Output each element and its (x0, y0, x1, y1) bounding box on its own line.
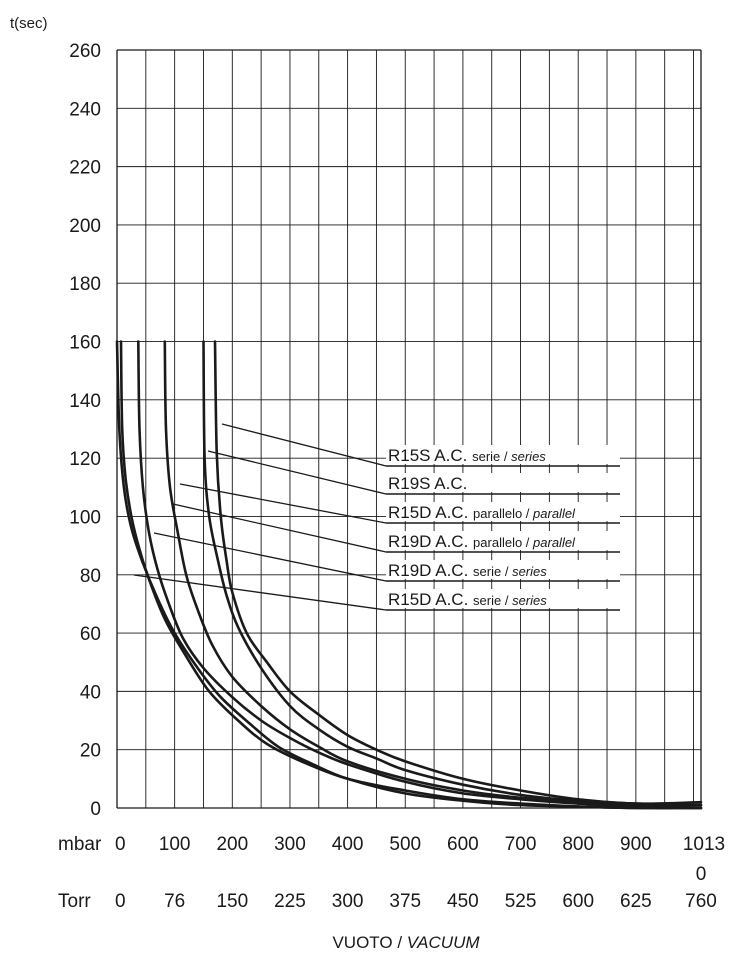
legend-series-suffix: serie / (473, 564, 512, 579)
legend-leader-line (153, 532, 387, 582)
y-tick-label: 200 (69, 216, 101, 237)
y-tick-label: 120 (69, 449, 101, 470)
legend-entry: R19D A.C. serie / series (388, 561, 547, 580)
y-tick-label: 20 (80, 741, 101, 762)
legend-series-name: R15D A.C. (388, 590, 473, 609)
legend-leader-line (179, 483, 387, 524)
legend-series-suffix: parallelo / (473, 535, 533, 550)
x-tick-mbar: 900 (620, 834, 652, 855)
legend-entry: R15D A.C. serie / series (388, 590, 547, 609)
legend-entry: R15D A.C. parallelo / parallel (388, 503, 576, 522)
x-tick-mbar: 500 (389, 834, 421, 855)
legend-series-suffix: serie / (473, 593, 512, 608)
y-tick-label: 160 (69, 333, 101, 354)
y-tick-label: 0 (90, 799, 101, 820)
x-tick-mbar: 400 (332, 834, 364, 855)
x-tick-torr: 760 (685, 891, 717, 912)
x-axis: mbar Torr 0 VUOTO / VACUUM 0 100 200 300 400… (58, 834, 725, 952)
x-tick-torr: 375 (389, 891, 421, 912)
legend-series-suffix: serie / (472, 449, 511, 464)
x-tick-mbar: 100 (159, 834, 191, 855)
series-line (137, 340, 703, 810)
x-tick-mbar: 300 (274, 834, 306, 855)
y-tick-label: 140 (69, 391, 101, 412)
x-tick-torr: 225 (274, 891, 306, 912)
x-axis-mbar-extra-tick: 0 (696, 864, 707, 885)
legend-series-italic: parallel (532, 506, 576, 521)
legend-series-name: R15S A.C. (388, 446, 472, 465)
legend-series-name: R19D A.C. (388, 561, 473, 580)
legend-series-italic: series (512, 564, 547, 579)
x-tick-torr: 625 (620, 891, 652, 912)
series-line (213, 340, 703, 805)
legend-leader-line (133, 574, 387, 611)
legend-backing (386, 445, 620, 464)
series-line (115, 340, 703, 810)
series-line (119, 340, 703, 810)
legend-entry: R19S A.C. (388, 474, 467, 493)
legend-entry: R19D A.C. parallelo / parallel (388, 532, 576, 551)
x-tick-torr: 525 (505, 891, 537, 912)
y-tick-label: 60 (80, 624, 101, 645)
x-axis-title-italic: VACUUM (407, 933, 481, 952)
y-tick-label: 100 (69, 507, 101, 528)
x-tick-mbar: 800 (562, 834, 594, 855)
legend-series-italic: series (511, 449, 546, 464)
legend-entry: R15S A.C. serie / series (388, 446, 546, 465)
x-tick-mbar: 200 (216, 834, 248, 855)
x-axis-title: VUOTO / VACUUM (332, 933, 480, 952)
y-tick-label: 40 (80, 682, 101, 703)
y-tick-label: 180 (69, 274, 101, 295)
y-tick-label: 80 (80, 566, 101, 587)
x-axis-mbar-label: mbar (58, 834, 102, 855)
x-tick-torr: 76 (164, 891, 185, 912)
legend-backing (386, 560, 620, 579)
x-tick-mbar: 700 (505, 834, 537, 855)
x-tick-torr: 600 (562, 891, 594, 912)
legend-series-suffix: parallelo / (473, 506, 533, 521)
legend-series-italic: series (512, 593, 547, 608)
y-tick-label: 260 (69, 41, 101, 62)
legend-series-name: R15D A.C. (388, 503, 473, 522)
legend-leader-line (207, 450, 387, 495)
series-line (163, 340, 703, 807)
x-tick-mbar: 1013 (683, 834, 725, 855)
legend-backing (386, 531, 620, 550)
y-tick-label: 240 (69, 99, 101, 120)
y-axis: t(sec) 0 20 40 60 80 100 120 140 160 180 200 220 240… (10, 15, 101, 820)
series-line (202, 340, 703, 807)
x-tick-mbar: 0 (115, 834, 126, 855)
legend-leader-line (221, 423, 387, 467)
legend-backing (386, 473, 620, 492)
x-axis-title-main: VUOTO / (332, 933, 406, 952)
legend-series-name: R19S A.C. (388, 474, 467, 493)
legend-leader-line (172, 503, 387, 553)
legend: R15S A.C. serie / series R19S A.C. R15D A… (133, 423, 620, 611)
y-axis-label: t(sec) (10, 15, 48, 32)
x-axis-torr-label: Torr (58, 891, 91, 912)
y-tick-label: 220 (69, 158, 101, 179)
series-curves (115, 340, 703, 810)
legend-backing (386, 502, 620, 521)
x-tick-torr: 450 (447, 891, 479, 912)
legend-backing (386, 589, 620, 608)
x-tick-mbar: 600 (447, 834, 479, 855)
legend-series-name: R19D A.C. (388, 532, 473, 551)
legend-series-italic: parallel (532, 535, 576, 550)
x-tick-torr: 300 (332, 891, 364, 912)
x-tick-torr: 0 (115, 891, 126, 912)
x-tick-torr: 150 (216, 891, 248, 912)
